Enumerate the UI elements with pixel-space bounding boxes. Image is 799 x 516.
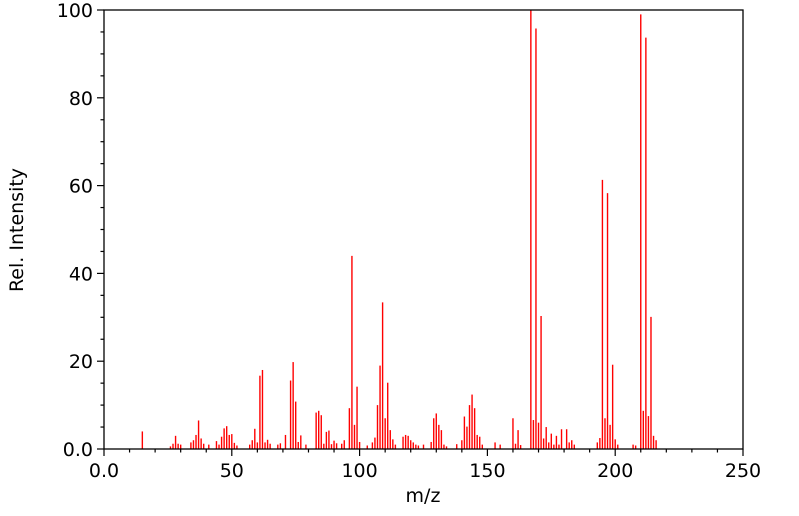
y-tick-label-0: 0.0	[63, 439, 93, 461]
x-tick-label-50: 50	[220, 460, 244, 482]
y-tick-label-20: 20	[69, 351, 93, 373]
x-tick-label-250: 250	[725, 460, 761, 482]
y-tick-label-60: 60	[69, 176, 93, 198]
y-tick-label-100: 100	[57, 0, 93, 22]
plot-frame	[103, 9, 744, 450]
ticks-group	[97, 9, 744, 456]
y-tick-label-80: 80	[69, 88, 93, 110]
x-tick-label-150: 150	[469, 460, 505, 482]
x-tick-label-0: 0.0	[89, 460, 119, 482]
y-axis-label: Rel. Intensity	[6, 168, 28, 292]
y-tick-label-40: 40	[69, 263, 93, 285]
x-axis-label: m/z	[406, 485, 441, 507]
peaks-group	[141, 10, 657, 449]
x-tick-label-200: 200	[597, 460, 633, 482]
x-tick-label-100: 100	[341, 460, 377, 482]
